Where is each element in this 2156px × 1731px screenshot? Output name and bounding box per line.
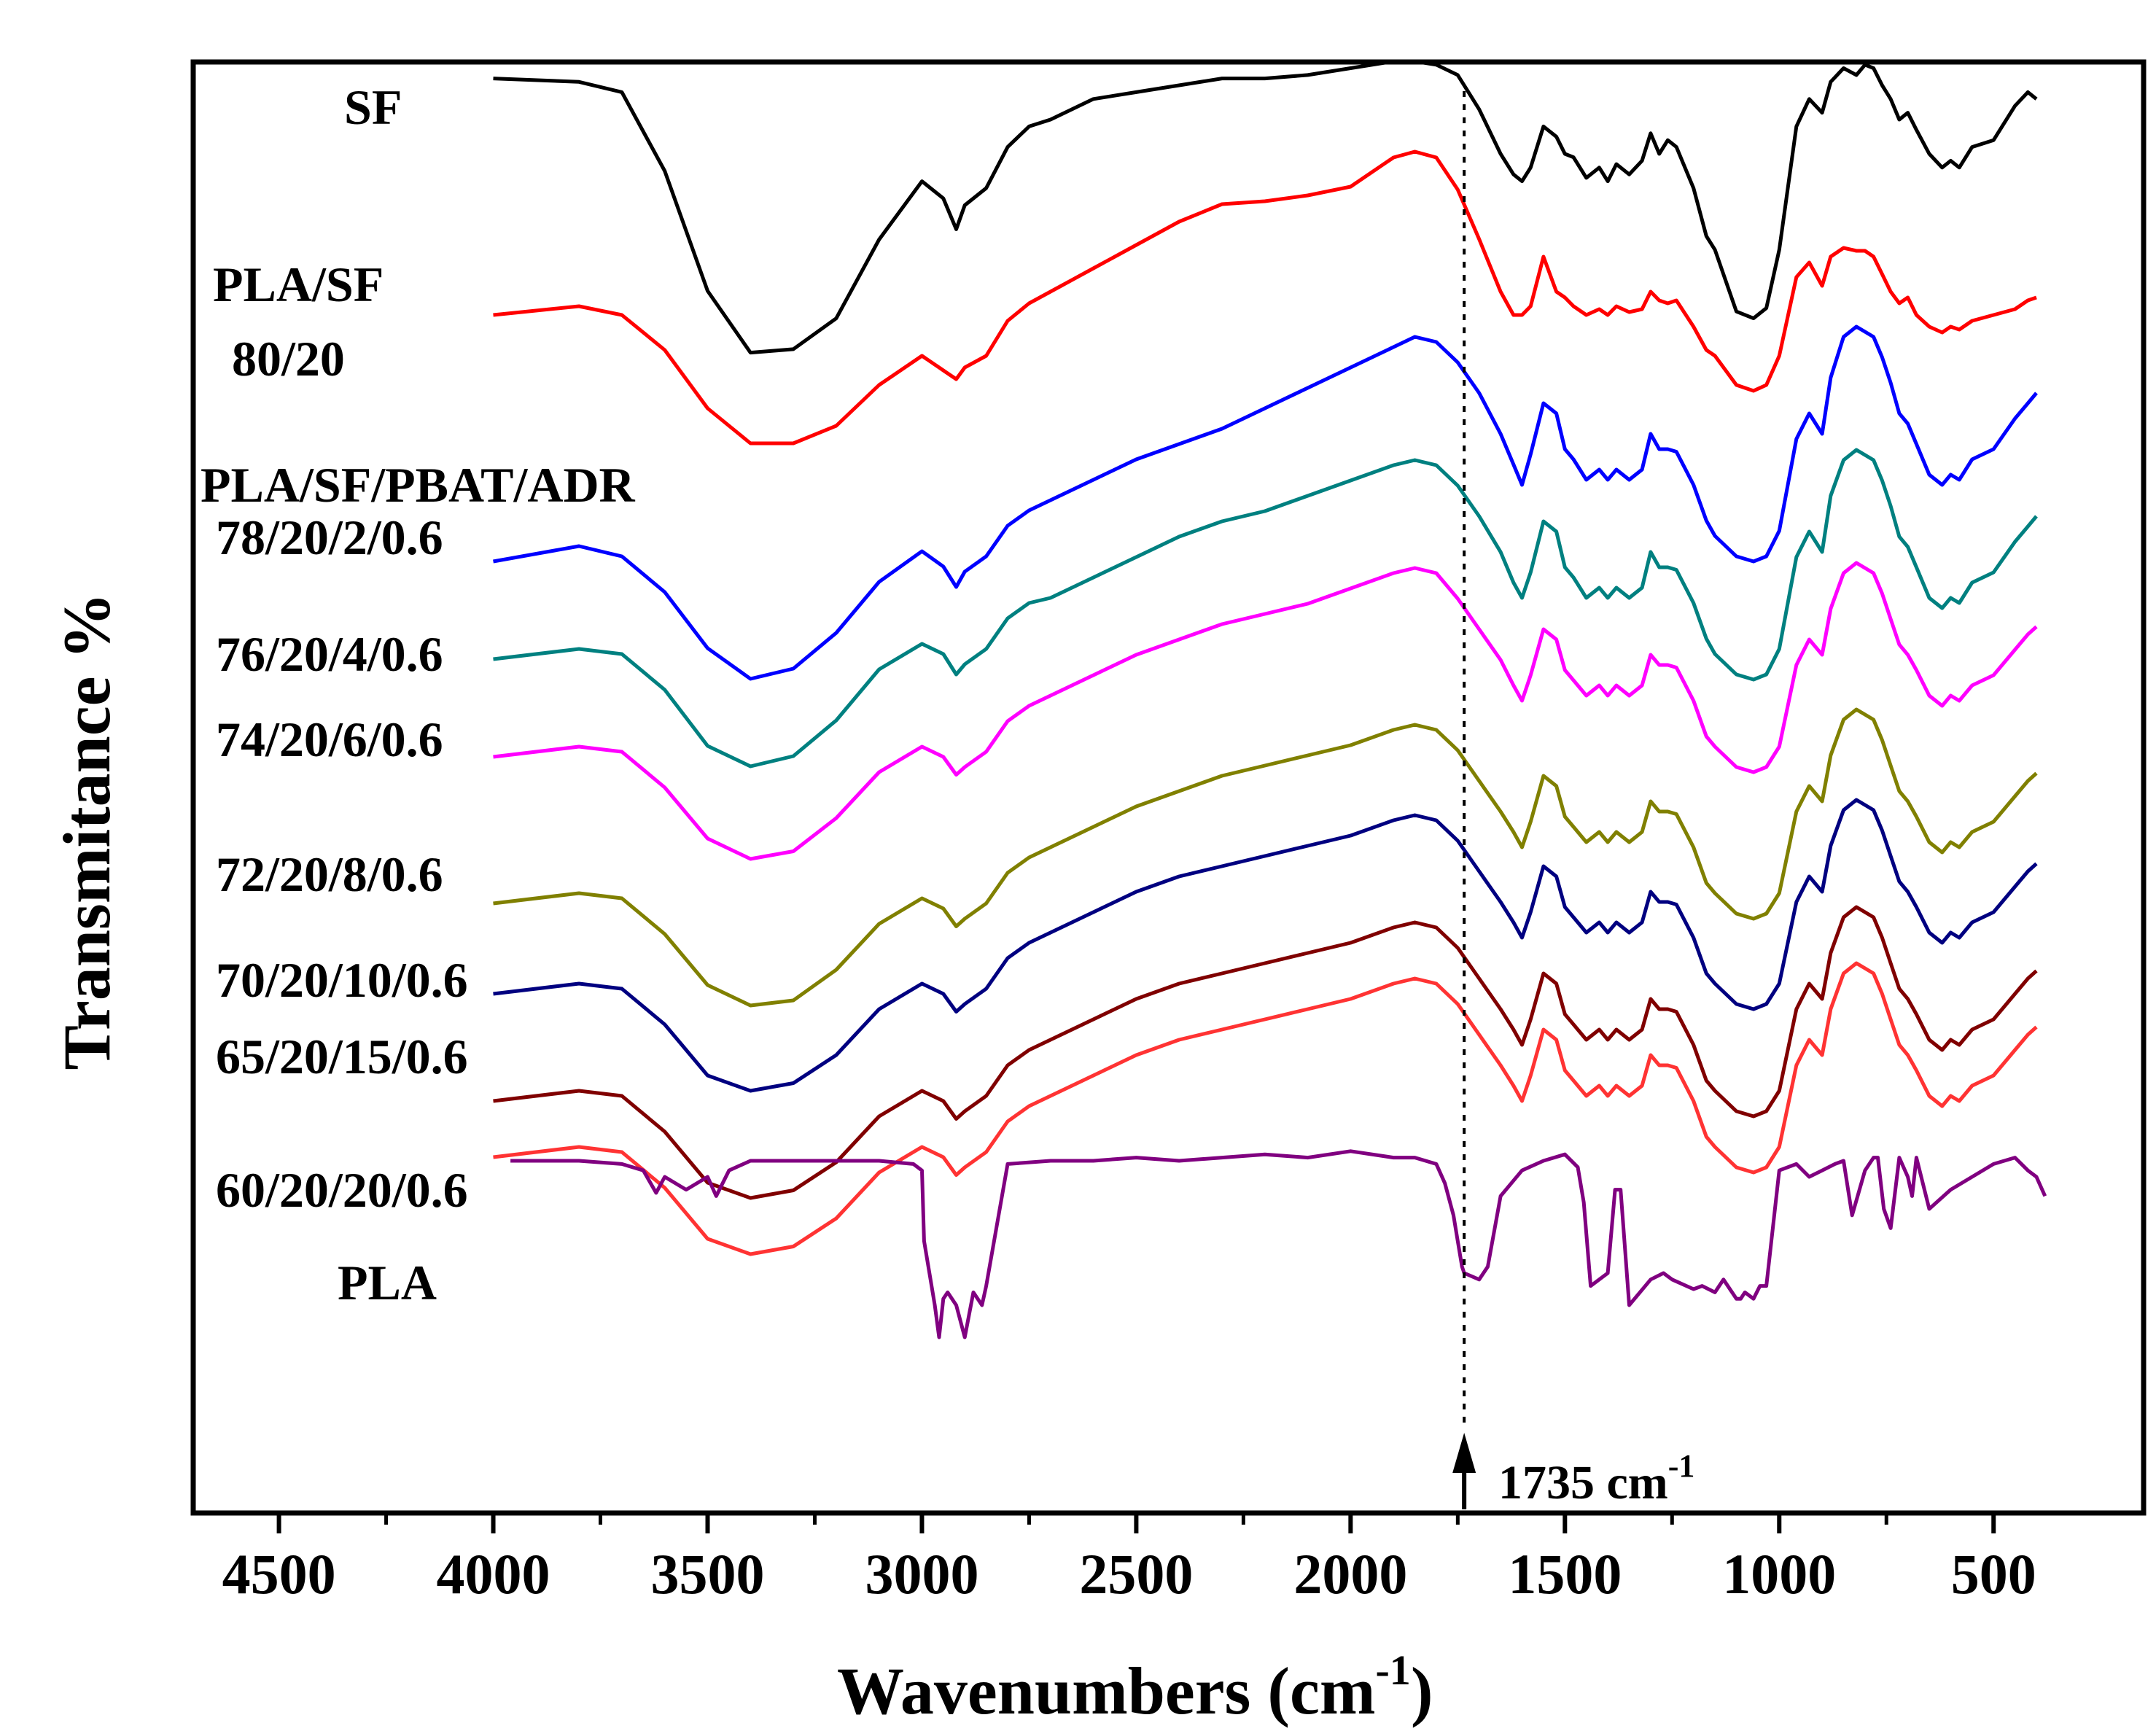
x-axis-title-end: ) — [1411, 1654, 1433, 1728]
series-line-65-20-15-0-6 — [493, 905, 2038, 1200]
label-76-20-4: 76/20/4/0.6 — [216, 626, 443, 682]
x-tick-label-1000: 1000 — [1722, 1542, 1836, 1606]
label-78-20-2: 78/20/2/0.6 — [216, 510, 443, 565]
x-axis-title-main: Wavenumbers (cm — [837, 1654, 1375, 1728]
x-axis-title-superscript: -1 — [1375, 1646, 1410, 1694]
y-axis-title: Transmitance % — [50, 592, 124, 1070]
series-line-78-20-2-0-6 — [493, 324, 2038, 681]
arrow-up-icon — [1452, 1433, 1476, 1473]
label-72-20-8: 72/20/8/0.6 — [216, 847, 443, 902]
label-plasf-line2: 80/20 — [232, 331, 345, 386]
series-line-72-20-8-0-6 — [493, 707, 2038, 1008]
series-line-60-20-20-0-6 — [493, 961, 2038, 1256]
label-70-20-10: 70/20/10/0.6 — [216, 952, 468, 1008]
x-axis-ticks — [276, 1513, 1996, 1533]
label-74-20-6: 74/20/6/0.6 — [216, 712, 443, 767]
series-line-70-20-10-0-6 — [493, 798, 2038, 1093]
x-axis-tick-labels: 4500 4000 3500 3000 2500 2000 1500 1000 500 — [222, 1542, 2036, 1606]
spectra-series — [493, 59, 2047, 1339]
series-line-pla — [510, 1149, 2047, 1339]
annotation-superscript: -1 — [1668, 1448, 1695, 1484]
series-line-pla-sf-80-20 — [493, 149, 2037, 446]
annotation-text: 1735 cm — [1498, 1456, 1668, 1509]
series-line-76-20-4-0-6 — [493, 448, 2038, 769]
series-line-sf — [493, 59, 2038, 355]
annotation-1735-label: 1735 cm-1 — [1498, 1448, 1694, 1509]
label-plasf-line1: PLA/SF — [213, 257, 384, 312]
label-60-20-20: 60/20/20/0.6 — [216, 1162, 468, 1218]
label-65-20-15: 65/20/15/0.6 — [216, 1029, 468, 1084]
label-sf: SF — [344, 79, 402, 135]
label-group: PLA/SF/PBAT/ADR — [201, 457, 636, 513]
x-tick-label-3000: 3000 — [865, 1542, 978, 1606]
x-tick-label-500: 500 — [1951, 1542, 2036, 1606]
x-tick-label-2000: 2000 — [1293, 1542, 1407, 1606]
plot-frame — [190, 59, 2147, 1516]
x-tick-label-4500: 4500 — [222, 1542, 336, 1606]
label-pla: PLA — [338, 1255, 437, 1310]
x-tick-label-4000: 4000 — [437, 1542, 550, 1606]
x-tick-label-3500: 3500 — [650, 1542, 764, 1606]
x-tick-label-2500: 2500 — [1079, 1542, 1193, 1606]
series-line-74-20-6-0-6 — [493, 561, 2038, 861]
x-axis-title: Wavenumbers (cm-1) — [837, 1646, 1433, 1728]
x-tick-label-1500: 1500 — [1508, 1542, 1622, 1606]
